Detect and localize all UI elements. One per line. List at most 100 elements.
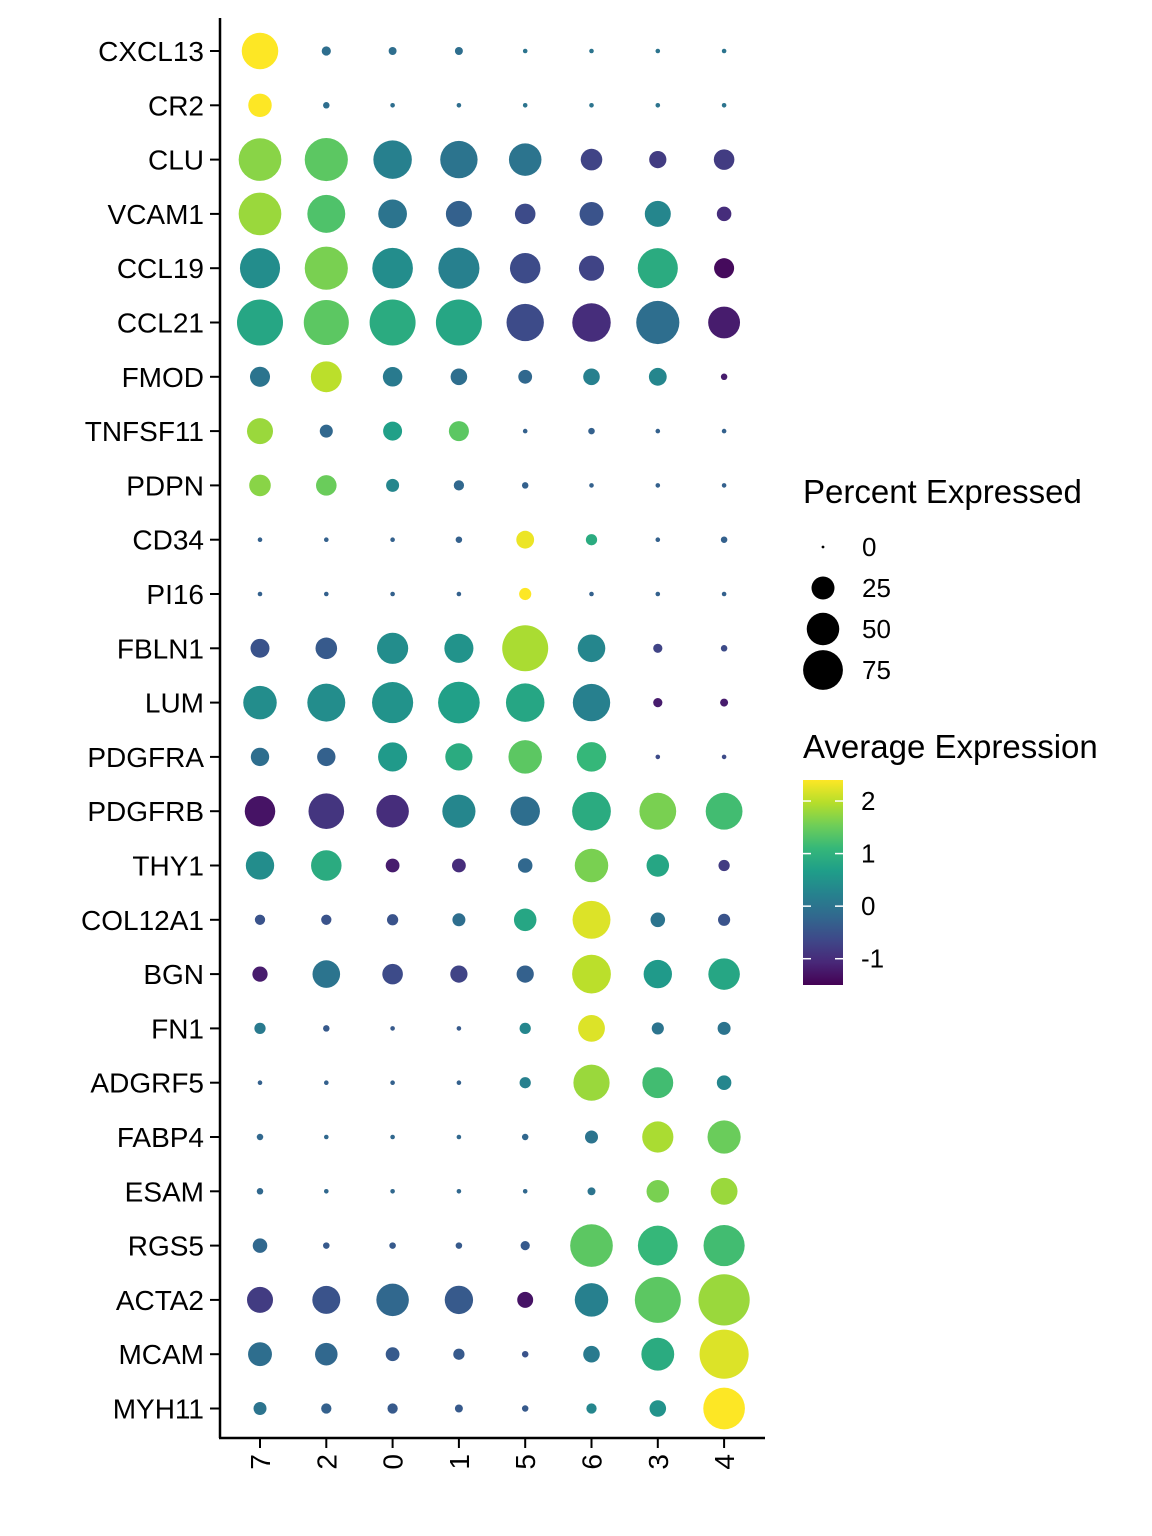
percent-expressed-legend: Percent Expressed 0 25 50 75 [803,473,1082,690]
dot-ccl19-cluster-0 [372,247,413,289]
cluster-label: 7 [245,1454,276,1470]
dot-esam-cluster-6 [587,1187,596,1196]
dot-pdgfrb-cluster-2 [308,793,345,830]
dot-mcam-cluster-0 [385,1347,400,1362]
dot-pdgfrb-cluster-3 [639,792,677,830]
dot-bgn-cluster-5 [516,965,534,983]
dot-ccl21-cluster-1 [435,299,482,346]
size-legend-label: 50 [862,614,891,644]
dot-tnfsf11-cluster-7 [246,418,274,445]
size-legend-dot [821,545,825,549]
size-legend-dot [803,650,843,690]
dot-adgrf5-cluster-0 [390,1080,395,1085]
dot-clu-cluster-1 [440,140,478,179]
dot-tnfsf11-cluster-6 [588,427,595,435]
dot-fn1-cluster-2 [323,1025,330,1032]
gene-label: FBLN1 [117,633,204,664]
cluster-label: 0 [378,1454,409,1470]
dot-ccl19-cluster-2 [304,246,348,290]
dot-ccl21-cluster-7 [237,299,283,346]
dot-vcam1-cluster-0 [378,199,407,229]
dot-esam-cluster-4 [710,1177,738,1205]
gene-label: VCAM1 [108,199,204,230]
dot-lum-cluster-0 [372,682,414,724]
dot-vcam1-cluster-6 [579,201,604,226]
gene-label: CD34 [132,525,204,556]
dot-pdpn-cluster-3 [655,483,661,488]
cluster-label: 4 [709,1454,740,1470]
dot-esam-cluster-1 [456,1189,462,1194]
dot-cr2-cluster-6 [589,103,594,108]
dot-fn1-cluster-6 [578,1014,605,1042]
dot-pdpn-cluster-2 [316,475,337,496]
gene-label: ADGRF5 [90,1068,204,1099]
dot-fbln1-cluster-2 [315,637,338,660]
dot-thy1-cluster-4 [718,859,730,872]
dot-cd34-cluster-1 [455,536,463,543]
dot-ccl19-cluster-1 [438,247,480,289]
dot-ccl21-cluster-3 [636,300,680,345]
dot-myh11-cluster-1 [454,1404,463,1413]
dot-acta2-cluster-7 [246,1286,274,1313]
dot-ccl21-cluster-0 [369,299,416,346]
dot-rgs5-cluster-6 [570,1224,613,1267]
dot-esam-cluster-5 [522,1189,528,1194]
dot-pi16-cluster-2 [324,591,329,597]
dot-pdgfra-cluster-6 [576,742,607,772]
dot-ccl19-cluster-3 [637,248,678,289]
dot-col12a1-cluster-1 [452,913,466,927]
dot-col12a1-cluster-5 [513,908,537,932]
dot-acta2-cluster-2 [312,1285,341,1314]
dot-vcam1-cluster-7 [238,192,282,236]
dot-col12a1-cluster-6 [572,900,611,939]
dot-mcam-cluster-1 [453,1348,465,1360]
dot-fn1-cluster-4 [717,1021,731,1035]
gene-label: MYH11 [113,1394,204,1425]
dot-fn1-cluster-5 [519,1022,531,1035]
gene-label: THY1 [132,851,204,882]
dot-esam-cluster-7 [256,1188,264,1195]
dot-ccl21-cluster-4 [708,306,741,339]
dot-cxcl13-cluster-2 [321,46,331,56]
dot-acta2-cluster-5 [517,1291,534,1308]
dot-tnfsf11-cluster-1 [448,421,469,442]
dot-rgs5-cluster-1 [455,1242,463,1249]
dot-cd34-cluster-3 [655,537,661,542]
dot-ccl19-cluster-4 [714,258,735,279]
gene-label: MCAM [118,1339,204,1370]
dot-lum-cluster-3 [653,698,663,708]
dot-adgrf5-cluster-3 [642,1067,674,1099]
color-legend-label: -1 [861,944,884,974]
dot-pdgfra-cluster-3 [655,754,661,760]
color-legend-label: 1 [861,839,875,869]
dot-col12a1-cluster-7 [254,914,266,925]
gene-labels: CXCL13 CR2 CLU VCAM1 CCL19 CCL21 FMOD TNFSF11 PD… [81,36,204,1425]
dot-cr2-cluster-5 [522,103,528,108]
dot-fbln1-cluster-1 [444,633,474,663]
dot-rgs5-cluster-0 [389,1242,396,1249]
dot-col12a1-cluster-3 [650,912,666,928]
dot-cxcl13-cluster-6 [589,48,594,54]
dot-pi16-cluster-3 [655,591,661,597]
dot-bgn-cluster-1 [450,965,468,983]
dot-pdpn-cluster-0 [386,478,400,492]
dot-cd34-cluster-0 [390,537,395,542]
dot-adgrf5-cluster-2 [324,1080,329,1085]
dot-pdgfra-cluster-7 [250,747,270,767]
cluster-labels: 7 2 0 1 5 6 3 4 [245,1454,740,1470]
gene-label: CR2 [148,90,204,121]
dot-tnfsf11-cluster-4 [721,428,727,434]
dot-fmod-cluster-5 [518,369,533,384]
dot-adgrf5-cluster-5 [519,1077,531,1089]
dot-col12a1-cluster-0 [386,914,399,926]
dot-thy1-cluster-1 [452,858,466,873]
dot-fbln1-cluster-3 [653,643,663,653]
dot-rgs5-cluster-7 [252,1238,268,1253]
dot-pdgfra-cluster-1 [445,743,473,771]
gene-label: ESAM [125,1176,204,1207]
dot-fbln1-cluster-5 [502,625,549,672]
gene-label: LUM [145,688,204,719]
dot-mcam-cluster-2 [315,1342,338,1366]
dot-thy1-cluster-6 [574,848,609,883]
dot-myh11-cluster-5 [521,1405,529,1412]
